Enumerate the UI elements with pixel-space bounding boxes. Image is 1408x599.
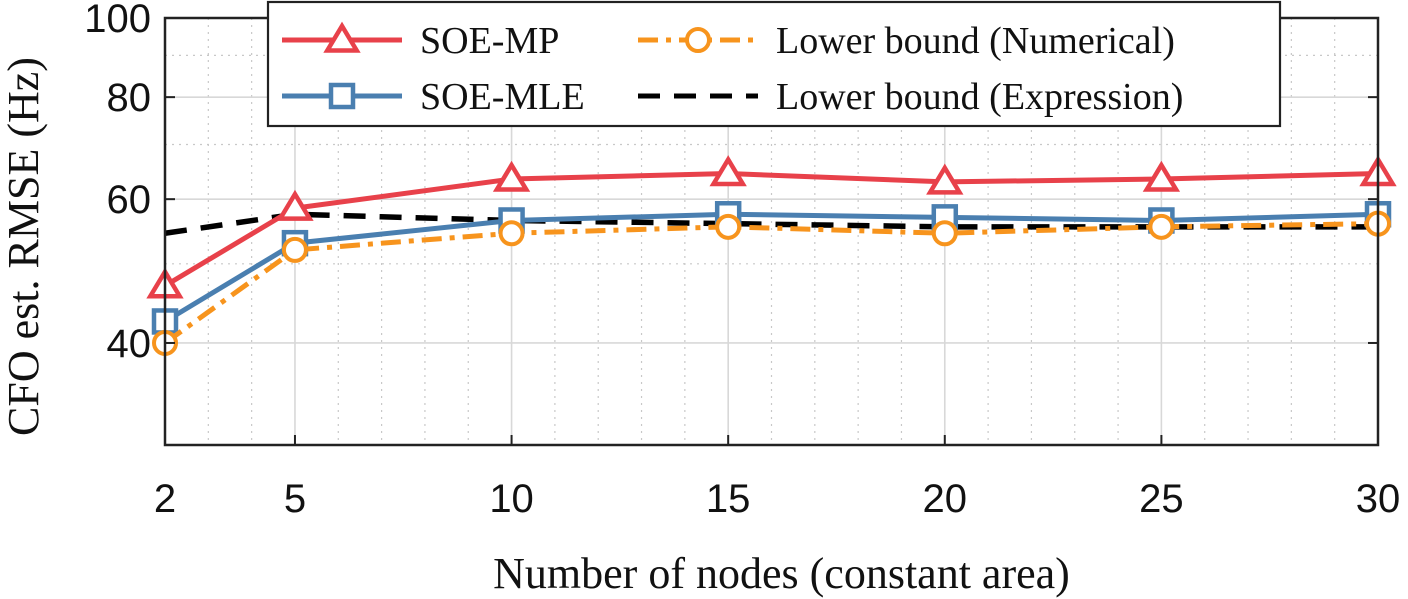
legend-label: SOE-MP bbox=[420, 20, 559, 62]
x-tick-label: 20 bbox=[923, 477, 968, 521]
data-point bbox=[498, 220, 525, 247]
y-axis-title: CFO est. RMSE (Hz) bbox=[0, 57, 48, 436]
data-point bbox=[709, 155, 747, 187]
x-tick-label: 25 bbox=[1139, 477, 1184, 521]
legend-swatch-marker bbox=[685, 27, 711, 53]
series-lower-bound-numerical bbox=[152, 210, 1391, 356]
data-point bbox=[926, 163, 964, 195]
data-point bbox=[492, 160, 531, 192]
data-point bbox=[281, 236, 308, 263]
legend-swatch-marker bbox=[328, 82, 356, 110]
series-soe-mp bbox=[146, 155, 1397, 299]
legend-swatch-marker bbox=[323, 21, 361, 53]
legend-entry: SOE-MP bbox=[282, 20, 559, 62]
legend-entry: Lower bound (Expression) bbox=[638, 76, 1183, 118]
y-tick-label: 60 bbox=[107, 178, 152, 222]
data-point bbox=[276, 189, 314, 221]
legend-entry: SOE-MLE bbox=[282, 76, 585, 118]
y-tick-label: 100 bbox=[84, 0, 151, 41]
x-tick-label: 2 bbox=[154, 477, 176, 521]
data-point bbox=[715, 213, 742, 240]
legend-label: SOE-MLE bbox=[420, 76, 585, 118]
x-tick-label: 15 bbox=[706, 477, 751, 521]
x-tick-label: 5 bbox=[284, 477, 306, 521]
y-tick-label: 40 bbox=[107, 322, 152, 366]
legend-entry: Lower bound (Numerical) bbox=[638, 20, 1175, 62]
data-point bbox=[1148, 213, 1175, 240]
series-layer bbox=[146, 155, 1397, 356]
legend-label: Lower bound (Numerical) bbox=[776, 20, 1175, 62]
data-point bbox=[931, 220, 958, 247]
legend-box bbox=[266, 0, 1282, 128]
x-tick-label: 30 bbox=[1356, 477, 1401, 521]
series-line bbox=[163, 221, 1379, 346]
legend-label: Lower bound (Expression) bbox=[776, 76, 1183, 118]
x-axis-title: Number of nodes (constant area) bbox=[493, 549, 1070, 598]
data-point bbox=[1142, 160, 1181, 192]
legend: SOE-MP Lower bound (Numerical) SOE-MLE Lowe… bbox=[266, 0, 1282, 128]
y-tick-label: 80 bbox=[107, 76, 152, 120]
x-tick-label: 10 bbox=[489, 477, 534, 521]
